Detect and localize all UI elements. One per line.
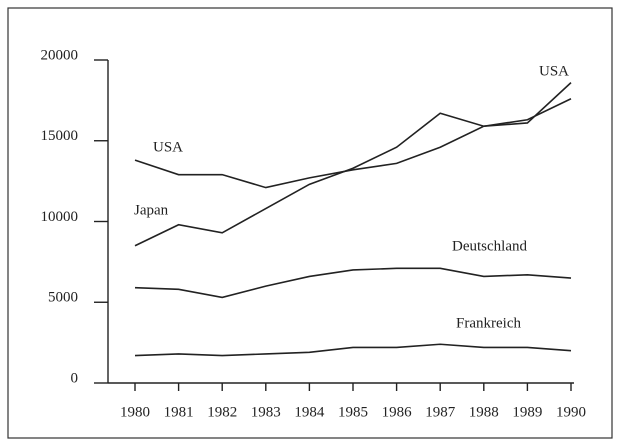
y-tick-label: 0	[71, 370, 79, 386]
x-tick-label: 1981	[164, 404, 194, 420]
y-tick-label: 10000	[41, 209, 79, 225]
frame	[7, 7, 613, 439]
x-tick-label: 1988	[469, 404, 499, 420]
series-line	[134, 343, 572, 357]
x-tick-label: 1984	[294, 404, 325, 420]
series-label: Frankreich	[456, 315, 521, 331]
series-line	[134, 98, 572, 189]
y-tick-label: 20000	[41, 47, 79, 63]
x-tick-label: 1987	[425, 404, 456, 420]
annotation: USA	[539, 63, 569, 79]
series-label: USA	[153, 139, 183, 155]
x-tick-label: 1989	[512, 404, 542, 420]
series-line	[134, 267, 572, 299]
x-tick-label: 1985	[338, 404, 368, 420]
y-tick-label: 5000	[48, 290, 78, 306]
x-tick-label: 1983	[251, 404, 281, 420]
x-tick-label: 1980	[120, 404, 150, 420]
x-tick-label: 1986	[382, 404, 413, 420]
series-label: Deutschland	[452, 238, 527, 254]
x-tick-label: 1982	[207, 404, 237, 420]
series-label: Japan	[134, 202, 169, 218]
series-line	[134, 82, 572, 247]
y-tick-label: 15000	[41, 128, 79, 144]
x-tick-label: 1990	[556, 404, 586, 420]
